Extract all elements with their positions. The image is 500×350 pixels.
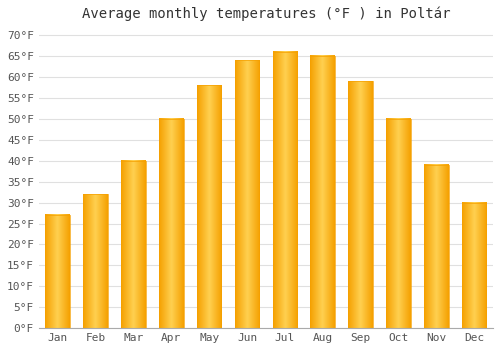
Bar [348,81,373,328]
Bar [310,56,335,328]
Bar [386,119,410,328]
Bar [234,60,260,328]
Bar [84,194,108,328]
Bar [121,161,146,328]
Bar [424,165,448,328]
Title: Average monthly temperatures (°F ) in Poltár: Average monthly temperatures (°F ) in Po… [82,7,450,21]
Bar [159,119,184,328]
Bar [197,85,222,328]
Bar [272,52,297,328]
Bar [46,215,70,328]
Bar [462,203,486,328]
